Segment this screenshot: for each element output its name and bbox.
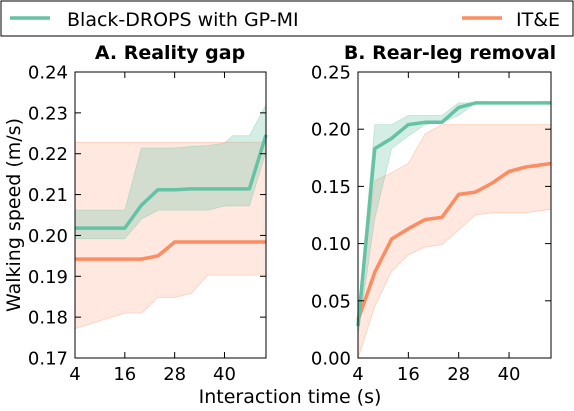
x-axis-label: Interaction time (s) <box>199 386 382 408</box>
panel-b-line-black-drops <box>356 101 551 327</box>
panel-a-bands <box>74 104 267 330</box>
panel-a-xtick-label: 40 <box>213 364 236 385</box>
panel-a-ticks: 0.17 0.18 0.19 0.20 0.21 0.22 0.23 0.24 4 16 28 40 <box>28 63 266 385</box>
legend-label-black-drops: Black-DROPS with GP-MI <box>67 9 299 31</box>
legend-label-ite: IT&E <box>516 9 560 31</box>
panel-b-ytick-label: 0.10 <box>311 234 351 255</box>
panel-a-xtick-label: 28 <box>163 364 186 385</box>
panel-b-ytick-label: 0.20 <box>311 120 351 141</box>
panel-a-ytick-label: 0.22 <box>28 144 68 165</box>
panel-b-xtick-label: 40 <box>498 364 521 385</box>
legend: Black-DROPS with GP-MI IT&E <box>0 0 574 37</box>
panel-b-frame <box>357 71 552 359</box>
panel-b: B. Rear-leg removal 0.00 0.05 0.10 0.15 0.20… <box>311 42 556 385</box>
panel-b-xtick-label: 28 <box>447 364 470 385</box>
panel-a-ytick-label: 0.19 <box>28 267 68 288</box>
panel-a-line-black-drops <box>75 134 268 230</box>
panel-a-xtick-label: 4 <box>69 364 80 385</box>
panel-a-ytick-label: 0.23 <box>28 103 68 124</box>
panel-a-ytick-label: 0.20 <box>28 226 68 247</box>
y-axis-label: Walking speed (m/s) <box>3 118 25 312</box>
panel-b-xtick-label: 16 <box>397 364 420 385</box>
panel-a: A. Reality gap 0.170.180.190.200.210.220… <box>28 42 268 385</box>
panel-a-lines <box>75 134 268 261</box>
panel-b-line-ite <box>356 161 552 321</box>
panel-b-title: B. Rear-leg removal <box>344 42 556 64</box>
panel-b-ticks: 0.00 0.05 0.10 0.15 0.20 0.25 4 16 28 40 <box>311 63 551 385</box>
panel-a-xtick-label: 16 <box>113 364 136 385</box>
panel-a-frame <box>74 71 267 359</box>
panel-a-ytick-label: 0.17 <box>28 349 68 370</box>
panel-a-title: A. Reality gap <box>95 42 245 64</box>
panel-b-ytick-label: 0.00 <box>311 349 351 370</box>
panel-a-line-ite <box>75 240 266 261</box>
panel-b-ytick-label: 0.25 <box>311 63 351 84</box>
panel-b-lines <box>356 101 552 327</box>
panel-b-ytick-label: 0.15 <box>311 177 351 198</box>
panel-a-ytick-label: 0.18 <box>28 308 68 329</box>
panel-b-xtick-label: 4 <box>352 364 363 385</box>
panel-b-ytick-label: 0.05 <box>311 291 351 312</box>
panel-a-ytick-label: 0.24 <box>28 63 68 84</box>
panel-a-ytick-label: 0.21 <box>28 185 68 206</box>
